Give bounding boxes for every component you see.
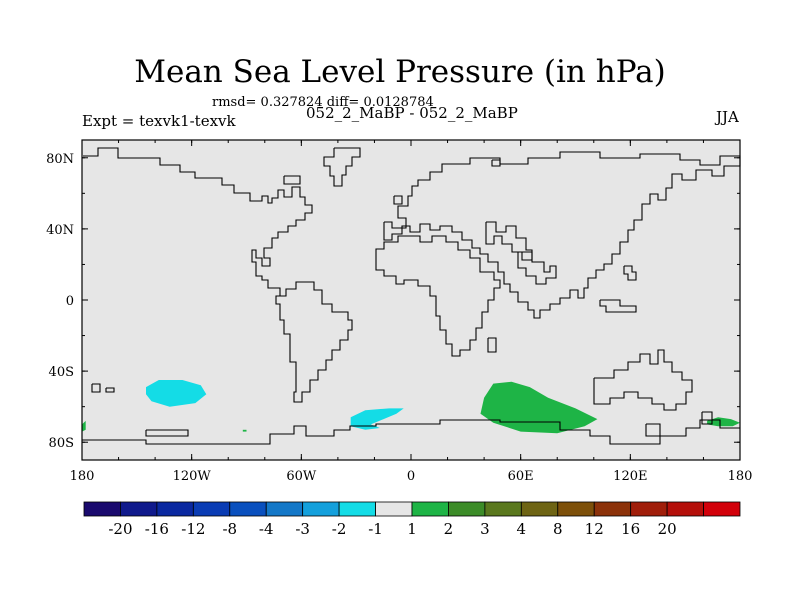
colorbar-swatch [484, 501, 522, 517]
anomaly-date-line-positive [82, 420, 86, 432]
colorbar-swatch [192, 501, 231, 517]
coast-antarctica [82, 419, 740, 445]
colorbar-label: 4 [517, 520, 527, 538]
anomaly-small-positive [242, 429, 247, 432]
colorbar-label: -8 [222, 520, 237, 538]
x-tick-label: 120W [173, 469, 212, 484]
continent-outlines [82, 147, 741, 445]
colorbar-label: -3 [295, 520, 310, 538]
colorbar: -20 -16 -12 -8 -4 -3 -2 -1 1 2 3 4 8 12 16 20 [83, 501, 741, 538]
coast-australia [593, 349, 693, 411]
y-axis: 80N 40N 0 40S 80S [46, 152, 740, 451]
colorbar-label: -1 [368, 520, 383, 538]
anomaly-layer [82, 380, 740, 434]
colorbar-swatch [557, 501, 595, 517]
colorbar-label: -12 [181, 520, 205, 538]
coast-hudson [283, 175, 301, 185]
colorbar-swatch [703, 501, 741, 517]
coast-greenland [323, 147, 361, 187]
colorbar-swatch [156, 501, 194, 517]
anomaly-south-indian-positive [480, 381, 598, 434]
anomaly-south-pacific-negative [146, 380, 207, 407]
colorbar-swatch [265, 501, 304, 517]
colorbar-swatch [338, 501, 376, 517]
colorbar-swatch [593, 501, 632, 517]
colorbar-label: -20 [108, 520, 132, 538]
coast-iceland [393, 195, 403, 205]
colorbar-label: 20 [658, 520, 677, 538]
y-tick-label: 80S [49, 436, 74, 451]
colorbar-label: 1 [407, 520, 417, 538]
coast-arabia [517, 251, 557, 285]
colorbar-swatch [630, 501, 668, 517]
colorbar-swatch [520, 501, 559, 517]
x-axis: 180 120W 60W 0 60E 120E 180 [70, 140, 753, 484]
colorbar-label: -2 [332, 520, 347, 538]
coast-indonesia [599, 299, 637, 313]
coast-svalbard [491, 159, 501, 167]
colorbar-label: 3 [480, 520, 490, 538]
coast-north-america [83, 147, 313, 296]
coast-islands-west2 [105, 387, 115, 393]
y-tick-label: 80N [46, 152, 74, 167]
colorbar-label: -4 [259, 520, 274, 538]
case-pair-label: 052_2_MaBP - 052_2_MaBP [306, 104, 518, 122]
x-tick-label: 120E [613, 469, 647, 484]
colorbar-swatch [448, 501, 486, 517]
y-tick-label: 40S [49, 365, 74, 380]
coast-nz [701, 411, 713, 425]
colorbar-label: 12 [585, 520, 604, 538]
colorbar-label: -16 [145, 520, 169, 538]
coast-islands-west [91, 383, 101, 393]
ocean-background [82, 140, 740, 460]
x-tick-label: 180 [70, 469, 95, 484]
coast-japan [623, 265, 637, 281]
coast-africa [375, 235, 501, 357]
coast-ross-box [145, 429, 189, 437]
colorbar-label: 8 [553, 520, 563, 538]
coast-tasmania [645, 423, 661, 437]
x-tick-label: 0 [407, 469, 415, 484]
x-tick-label: 180 [728, 469, 753, 484]
coast-south-america [275, 281, 353, 403]
experiment-label: Expt = texvk1-texvk [82, 112, 236, 130]
colorbar-swatch [229, 501, 267, 517]
colorbar-swatch [302, 501, 340, 517]
stats-line: rmsd= 0.327824 diff= 0.0128784 [212, 95, 434, 110]
y-tick-label: 0 [66, 294, 74, 309]
x-tick-label: 60E [508, 469, 534, 484]
anomaly-south-atlantic-negative [350, 408, 404, 430]
season-label: JJA [716, 108, 739, 126]
coast-madagascar [487, 337, 497, 353]
chart-title: Mean Sea Level Pressure (in hPa) [134, 54, 666, 90]
colorbar-label: 2 [444, 520, 454, 538]
colorbar-swatch [83, 501, 121, 517]
x-tick-label: 60W [286, 469, 317, 484]
y-tick-label: 40N [46, 223, 74, 238]
colorbar-label: 16 [621, 520, 640, 538]
colorbar-swatch [120, 501, 158, 517]
colorbar-swatch [375, 501, 413, 517]
colorbar-swatch [411, 501, 449, 517]
colorbar-swatch [666, 501, 704, 517]
